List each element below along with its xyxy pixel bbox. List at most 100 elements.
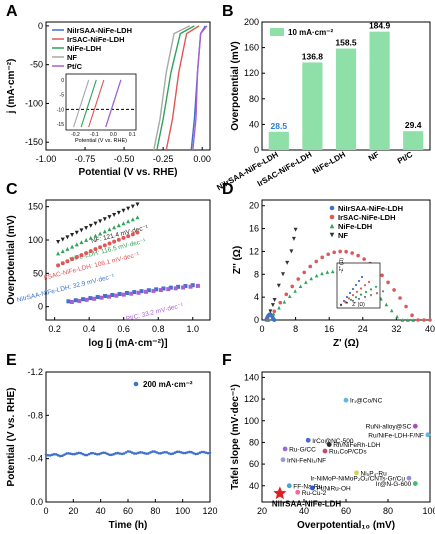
data-point xyxy=(69,452,72,456)
data-point-2 xyxy=(65,259,70,264)
panel-label-C: C xyxy=(6,181,18,198)
data-point-0 xyxy=(88,223,93,228)
inset-y-tick: -5 xyxy=(60,93,65,99)
data-point-2 xyxy=(271,312,276,316)
data-point-1 xyxy=(314,259,319,264)
x-axis-label: Potential (V vs. RHE) xyxy=(79,167,178,178)
data-point-0 xyxy=(74,230,79,235)
legend-label: NiIrSAA-NiFe-LDH xyxy=(338,204,403,213)
data-point xyxy=(130,451,134,454)
data-point-0 xyxy=(135,202,140,207)
legend-label: Pt/C xyxy=(67,62,83,71)
data-point-1 xyxy=(326,252,330,257)
data-point-3 xyxy=(176,284,181,289)
data-point-1 xyxy=(278,300,283,305)
data-point-4 xyxy=(326,442,332,447)
data-point xyxy=(46,453,50,457)
data-point-1 xyxy=(428,318,432,322)
data-point xyxy=(52,452,56,456)
data-point-1 xyxy=(320,255,325,260)
data-point-4 xyxy=(136,290,141,295)
data-point-3 xyxy=(289,249,294,254)
series-line-3 xyxy=(153,25,191,151)
x-tick-label: 40 xyxy=(425,324,435,334)
legend-marker xyxy=(133,381,139,387)
panel-label-E: E xyxy=(6,352,17,369)
inset-y-tick: 0 xyxy=(61,78,64,84)
data-point-2 xyxy=(74,255,79,260)
plot-frame xyxy=(45,371,211,503)
inset-point-0 xyxy=(348,291,352,295)
inset-point-2 xyxy=(349,298,353,301)
data-point xyxy=(143,451,146,455)
data-point-4 xyxy=(173,286,178,291)
inset-x-tick: 0.0 xyxy=(110,132,117,138)
data-point-4 xyxy=(129,291,134,296)
data-point-0 xyxy=(56,240,61,244)
data-point-2 xyxy=(70,257,75,262)
data-point xyxy=(128,450,132,453)
data-point-1 xyxy=(93,233,98,238)
data-point-0 xyxy=(116,210,121,215)
x-tick-label: 0.00 xyxy=(193,154,211,164)
data-point-3 xyxy=(305,437,311,443)
inset-point-3 xyxy=(357,298,361,301)
data-point xyxy=(77,451,81,455)
data-point-3 xyxy=(66,299,71,304)
data-point-3 xyxy=(190,283,195,288)
data-point-13 xyxy=(412,481,418,486)
data-point-4 xyxy=(188,284,193,289)
data-point-2 xyxy=(406,318,410,322)
y-tick-label: 12 xyxy=(249,246,259,256)
inset-point-0 xyxy=(345,295,349,299)
data-point xyxy=(175,450,179,454)
category-label: NF xyxy=(367,150,381,163)
y-tick-label: 0 xyxy=(38,21,43,31)
legend-swatch xyxy=(270,28,284,36)
inset-point-0 xyxy=(351,287,355,291)
data-point-1 xyxy=(422,318,426,322)
bar-value-label: 158.5 xyxy=(335,38,357,48)
data-point-0 xyxy=(70,233,75,238)
inset-point-1 xyxy=(367,280,371,283)
data-point-3 xyxy=(110,292,115,297)
x-tick-label: 40 xyxy=(96,506,106,516)
y-tick-label: -1.2 xyxy=(27,367,43,377)
series-line-2 xyxy=(156,25,195,151)
data-point xyxy=(79,451,83,455)
data-point-1 xyxy=(362,257,366,261)
x-tick-label: -1.00 xyxy=(36,154,57,164)
data-point-4 xyxy=(144,289,149,294)
data-point xyxy=(87,452,91,456)
y-tick-label: -50 xyxy=(30,60,43,70)
data-point-7 xyxy=(280,457,286,463)
data-point xyxy=(91,451,95,455)
data-point-1 xyxy=(79,240,84,245)
data-point xyxy=(186,451,189,454)
data-point-3 xyxy=(276,283,281,288)
data-point-3 xyxy=(88,296,93,301)
data-point-10 xyxy=(310,485,315,491)
data-point xyxy=(202,450,206,454)
y-axis-label: j (mA·cm⁻²) xyxy=(6,59,17,115)
data-point xyxy=(206,451,210,455)
y-tick-label: 40 xyxy=(249,119,259,129)
panel-label-F: F xyxy=(222,352,232,369)
data-point-2 xyxy=(309,276,314,281)
data-point xyxy=(184,451,187,455)
data-point xyxy=(147,452,150,455)
inset-line-2 xyxy=(80,79,97,128)
bar-2 xyxy=(335,48,357,151)
data-point-3 xyxy=(183,284,188,289)
data-point-1 xyxy=(296,277,301,281)
data-point-2 xyxy=(102,243,107,248)
data-point-4 xyxy=(151,288,156,293)
point-label: Ru-G/CC xyxy=(289,446,316,453)
data-point-0 xyxy=(121,208,126,213)
x-tick-label: 0.8 xyxy=(152,324,165,334)
bar-4 xyxy=(403,131,424,150)
data-point-2 xyxy=(93,247,98,252)
data-point-0 xyxy=(130,204,135,209)
data-point-4 xyxy=(106,294,111,299)
data-point-4 xyxy=(166,287,171,292)
